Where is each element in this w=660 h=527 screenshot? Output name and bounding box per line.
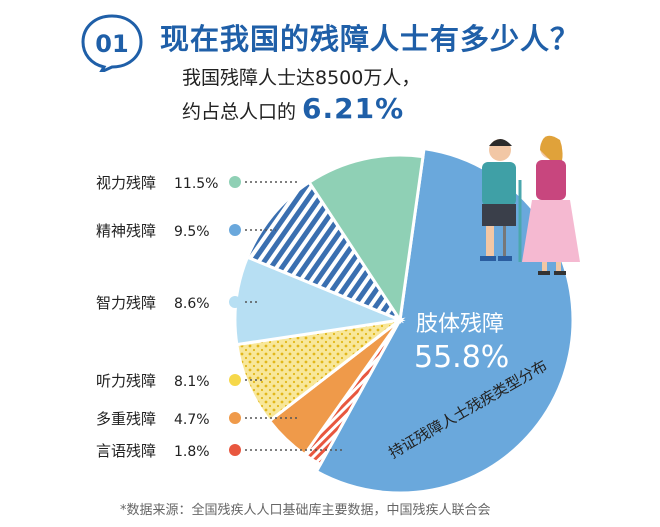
legend-value: 11.5% [174,176,219,192]
legend-label: 听力残障 [96,372,157,390]
legend-dot [229,412,241,424]
legend-label: 精神残障 [96,222,157,240]
legend-dot [229,374,241,386]
subtitle-line2: 约占总人口的 6.21% [182,92,404,125]
pie-slices [233,146,575,495]
legend-item: 智力残障 8.6% [96,292,210,313]
badge-number: 01 [95,30,128,58]
page-title: 现在我国的残障人士有多少人？ [160,22,581,56]
legend-label: 智力残障 [96,294,157,312]
legend-label: 多重残障 [96,410,157,428]
people-illustration [480,135,580,275]
legend-dot [229,224,241,236]
population-percentage: 6.21% [302,92,405,125]
legend-item: 言语残障 1.8% [96,440,210,461]
subtitle-prefix: 约占总人口的 [182,101,297,123]
largest-slice-value: 55.8% [414,340,510,375]
legend-markers [229,176,241,456]
legend-label: 言语残障 [96,442,157,460]
leader-lines [245,181,342,451]
legend-item: 多重残障 4.7% [96,408,210,429]
number-badge: 01 [81,14,143,72]
legend-value: 8.1% [174,374,210,390]
legend-item: 听力残障 8.1% [96,370,210,391]
legend-dot [229,176,241,188]
data-source-footnote: *数据来源：全国残疾人人口基础库主要数据，中国残疾人联合会 [120,503,491,518]
pie-slice-6 [245,180,404,324]
legend-value: 1.8% [174,444,210,460]
legend-item: 视力残障 11.5% [96,172,218,193]
largest-slice-name: 肢体残障 [416,312,505,337]
legend-value: 4.7% [174,412,210,428]
legend-label: 视力残障 [96,174,157,192]
pie-slice-7 [307,153,425,325]
legend-dot [229,296,241,308]
legend-value: 9.5% [174,224,210,240]
subtitle-line1: 我国残障人士达8500万人， [182,67,421,89]
legend-value: 8.6% [174,296,210,312]
legend-dot [229,444,241,456]
legend-item: 精神残障 9.5% [96,220,210,241]
